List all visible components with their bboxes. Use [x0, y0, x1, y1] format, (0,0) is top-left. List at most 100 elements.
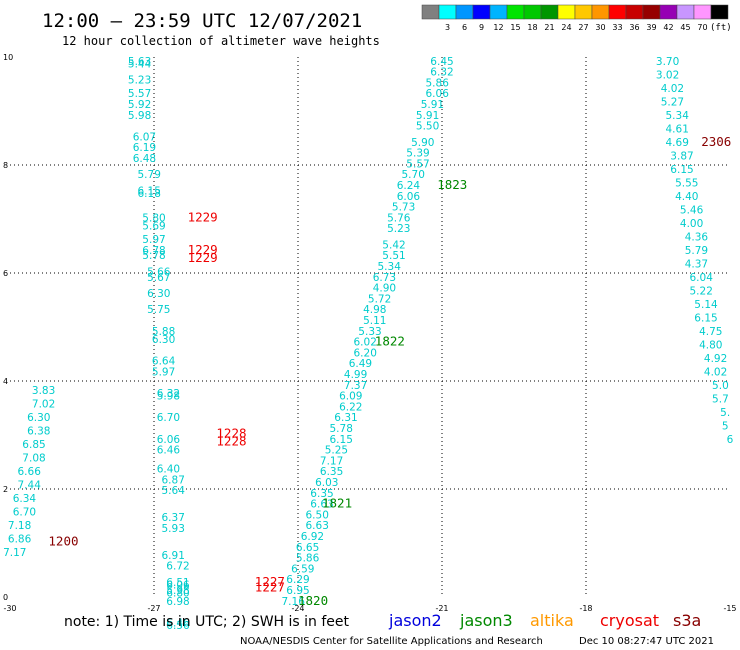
wave-height-label: 5.25 [325, 445, 348, 457]
wave-height-label: 5.34 [666, 110, 690, 122]
wave-height-label: 6.32 [157, 388, 180, 400]
pass-time-label: 1229 [188, 209, 218, 224]
wave-height-label: 5.63 [128, 56, 151, 68]
wave-height-label: 3.70 [656, 56, 679, 68]
wave-height-label: 5.91 [421, 99, 444, 111]
legend-label: 39 [646, 23, 656, 32]
satellite-legend: jason2 jason3 altika cryosat s3a [388, 611, 701, 630]
wave-height-label: 5.70 [402, 169, 425, 181]
legend-label: 42 [663, 23, 673, 32]
wave-height-label: 3.87 [670, 150, 693, 162]
wave-height-label: 5.88 [152, 326, 175, 338]
wave-height-label: 4.36 [685, 231, 709, 243]
wave-height-label: 5.97 [142, 234, 165, 246]
wave-height-label: 6.15 [138, 185, 161, 197]
wave-height-label: 6.66 [18, 466, 42, 478]
wave-height-label: 6.35 [320, 466, 343, 478]
legend-label: 3 [445, 23, 450, 32]
wave-height-label: 6.18 [138, 188, 161, 200]
wave-height-label: 5.78 [142, 250, 165, 262]
wave-height-label: 6.24 [397, 180, 421, 192]
wave-height-label: 5.97 [152, 366, 175, 378]
wave-height-label: 5.69 [142, 220, 165, 232]
wave-height-label: 3.83 [32, 385, 55, 397]
wave-height-label: 6.31 [334, 412, 357, 424]
wave-height-label: 4.02 [704, 366, 727, 378]
wave-height-label: 6.70 [13, 507, 36, 519]
legend-label: 45 [680, 23, 690, 32]
wave-height-label: 6.35 [310, 488, 333, 500]
wave-height-label: 6.30 [152, 334, 175, 346]
pass-time-label: 1822 [375, 334, 405, 349]
legend-swatch [659, 4, 678, 20]
wave-height-label: 5.73 [392, 202, 415, 214]
wave-height-label: 6.45 [430, 56, 453, 68]
color-legend: 3 6 9 12 15 18 21 24 27 30 33 36 39 42 45 70 [421, 4, 729, 32]
legend-label: 27 [578, 23, 588, 32]
wave-height-label: 6.30 [27, 412, 50, 424]
wave-height-label: 5.76 [387, 212, 411, 224]
wave-height-label: 6.85 [22, 439, 45, 451]
wave-height-label: 5.86 [296, 553, 320, 565]
wave-height-label: 6.22 [339, 401, 362, 413]
x-tick-label: -30 [3, 604, 16, 613]
wave-height-label: 7.37 [344, 380, 367, 392]
wave-height-label: 4.99 [344, 369, 367, 381]
wave-height-label: 6.48 [133, 153, 156, 165]
satellite-name: jason2 [388, 611, 442, 630]
wave-height-label: 5.90 [411, 137, 434, 149]
wave-height-label: 6.73 [373, 272, 396, 284]
legend-swatch [421, 4, 440, 20]
legend-unit: (ft) [710, 23, 732, 33]
wave-height-label: 3.02 [656, 69, 679, 81]
plot-area: -30 -27 -24 -21 -18 -1502468103.837.026.306.3… [3, 53, 737, 632]
wave-height-label: 6.49 [349, 358, 372, 370]
wave-height-label: 6.19 [133, 142, 156, 154]
wave-height-label: 5.72 [368, 293, 391, 305]
wave-height-label: 5.57 [128, 88, 151, 100]
legend-swatch [608, 4, 627, 20]
wave-height-label: 5.64 [162, 485, 186, 497]
wave-height-label: 4.69 [666, 137, 689, 149]
wave-height-label: 5.66 [147, 266, 171, 278]
wave-height-label: 7.02 [32, 399, 55, 411]
wave-height-label: 6.07 [133, 131, 156, 143]
wave-height-label: 5.0 [712, 380, 729, 392]
wave-height-label: 6.02 [354, 337, 377, 349]
wave-height-label: 7.17 [3, 547, 26, 559]
wave-height-label: 6.09 [339, 391, 362, 403]
pass-time-label: 1229 [188, 242, 218, 257]
legend-swatch [591, 4, 610, 20]
pass-time-label: 2306 [701, 134, 731, 149]
wave-height-label: 6.06 [426, 88, 450, 100]
x-tick-label: -21 [435, 604, 448, 613]
wave-height-label: 6.06 [166, 580, 190, 592]
pass-time-label: 1228 [216, 425, 246, 440]
y-tick-label: 10 [3, 53, 13, 62]
legend-swatch [693, 4, 712, 20]
footer-timestamp: Dec 10 08:27:47 UTC 2021 [579, 636, 714, 647]
wave-height-label: 6.03 [315, 477, 338, 489]
wave-height-label: 4.02 [661, 83, 684, 95]
legend-label: 15 [510, 23, 520, 32]
legend-swatch [557, 4, 576, 20]
wave-height-label: 6.20 [354, 347, 377, 359]
wave-height-label: 6.63 [310, 499, 333, 511]
wave-height-label: 5.42 [382, 239, 405, 251]
wave-height-label: 5.79 [685, 245, 708, 257]
legend-label: 36 [629, 23, 639, 32]
legend-label: 6 [462, 23, 467, 32]
footer-note: note: 1) Time is in UTC; 2) SWH is in fe… [64, 614, 350, 630]
x-tick-label: -27 [147, 604, 160, 613]
legend-label: 30 [595, 23, 605, 32]
pass-time-label: 1227 [255, 579, 285, 594]
wave-height-label: 5.33 [358, 326, 381, 338]
wave-height-label: 6.04 [690, 272, 714, 284]
chart-subtitle: 12 hour collection of altimeter wave hei… [62, 34, 380, 48]
legend-swatch [676, 4, 695, 20]
legend-swatch [472, 4, 491, 20]
wave-height-label: 5.34 [378, 261, 402, 273]
chart-title: 12:00 – 23:59 UTC 12/07/2021 [42, 10, 362, 32]
wave-height-label: 6.46 [166, 617, 190, 629]
